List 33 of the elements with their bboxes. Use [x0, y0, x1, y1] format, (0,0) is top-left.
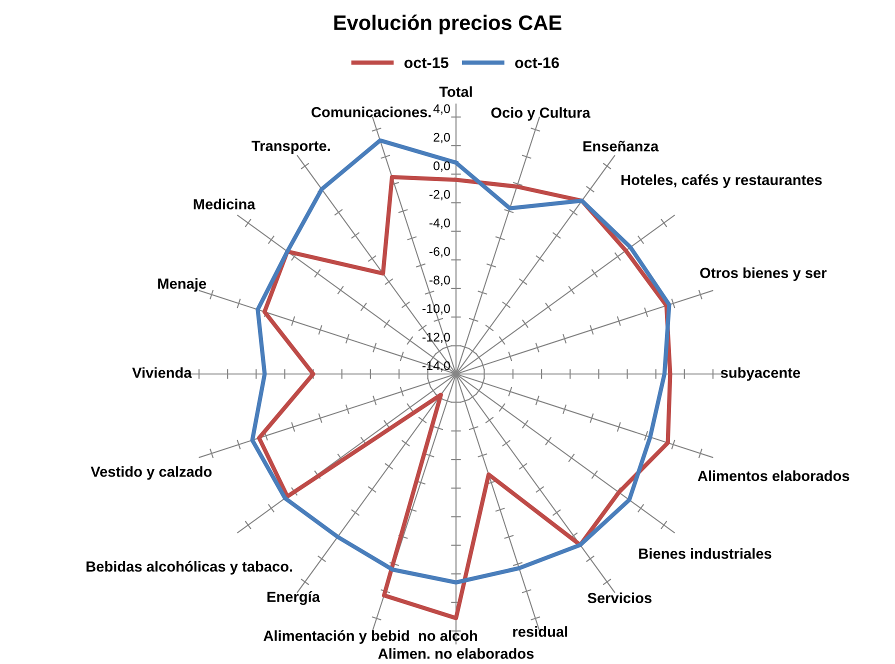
- spoke-label: Hoteles, cafés y restaurantes: [622, 174, 822, 188]
- y-tick-label: 2,0: [434, 132, 450, 144]
- spoke-label: Servicios: [588, 592, 652, 604]
- spoke-label: residual: [513, 626, 568, 637]
- y-tick-label: -2,0: [429, 190, 450, 200]
- y-tick-label: -8,0: [429, 276, 450, 286]
- spoke-label: Energía: [267, 591, 320, 605]
- y-tick-label: -12,0: [422, 332, 450, 344]
- y-tick-label: -4,0: [429, 218, 450, 229]
- spoke-label: Otros bienes y ser: [700, 267, 827, 281]
- spoke-label: Comunicaciones.: [312, 106, 431, 118]
- y-tick-label: -10,0: [422, 304, 450, 315]
- spoke-label: Vestido y calzado: [90, 466, 212, 480]
- spoke-label: Medicina: [194, 198, 256, 210]
- y-tick-label: 4,0: [433, 104, 450, 115]
- spoke-label: Bebidas alcohólicas y tabaco.: [86, 560, 292, 575]
- spoke-label: Alimentos elaborados: [698, 470, 850, 482]
- spoke-label: Alimentación y bebid no alcoh: [264, 630, 478, 644]
- spoke-label: subyacente: [720, 367, 800, 381]
- spoke-label: Ocio y Cultura: [491, 107, 590, 121]
- spoke-label: Menaje: [158, 278, 206, 292]
- legend-label: oct-16: [515, 57, 559, 68]
- legend-label: oct-15: [404, 57, 448, 68]
- y-tick-label: -6,0: [429, 247, 450, 258]
- spoke-label: Vivienda: [132, 367, 192, 378]
- spoke-label: Bienes industriales: [639, 548, 772, 559]
- y-tick-label: -14,0: [422, 361, 450, 372]
- spoke-label: Enseñanza: [583, 140, 659, 152]
- spoke-label: Total: [439, 86, 472, 97]
- y-tick-label: 0,0: [434, 161, 450, 172]
- spoke-label: Transporte.: [252, 140, 330, 154]
- chart-title: Evolución precios CAE: [334, 14, 562, 34]
- spoke-label: Alimen. no elaborados: [378, 648, 534, 659]
